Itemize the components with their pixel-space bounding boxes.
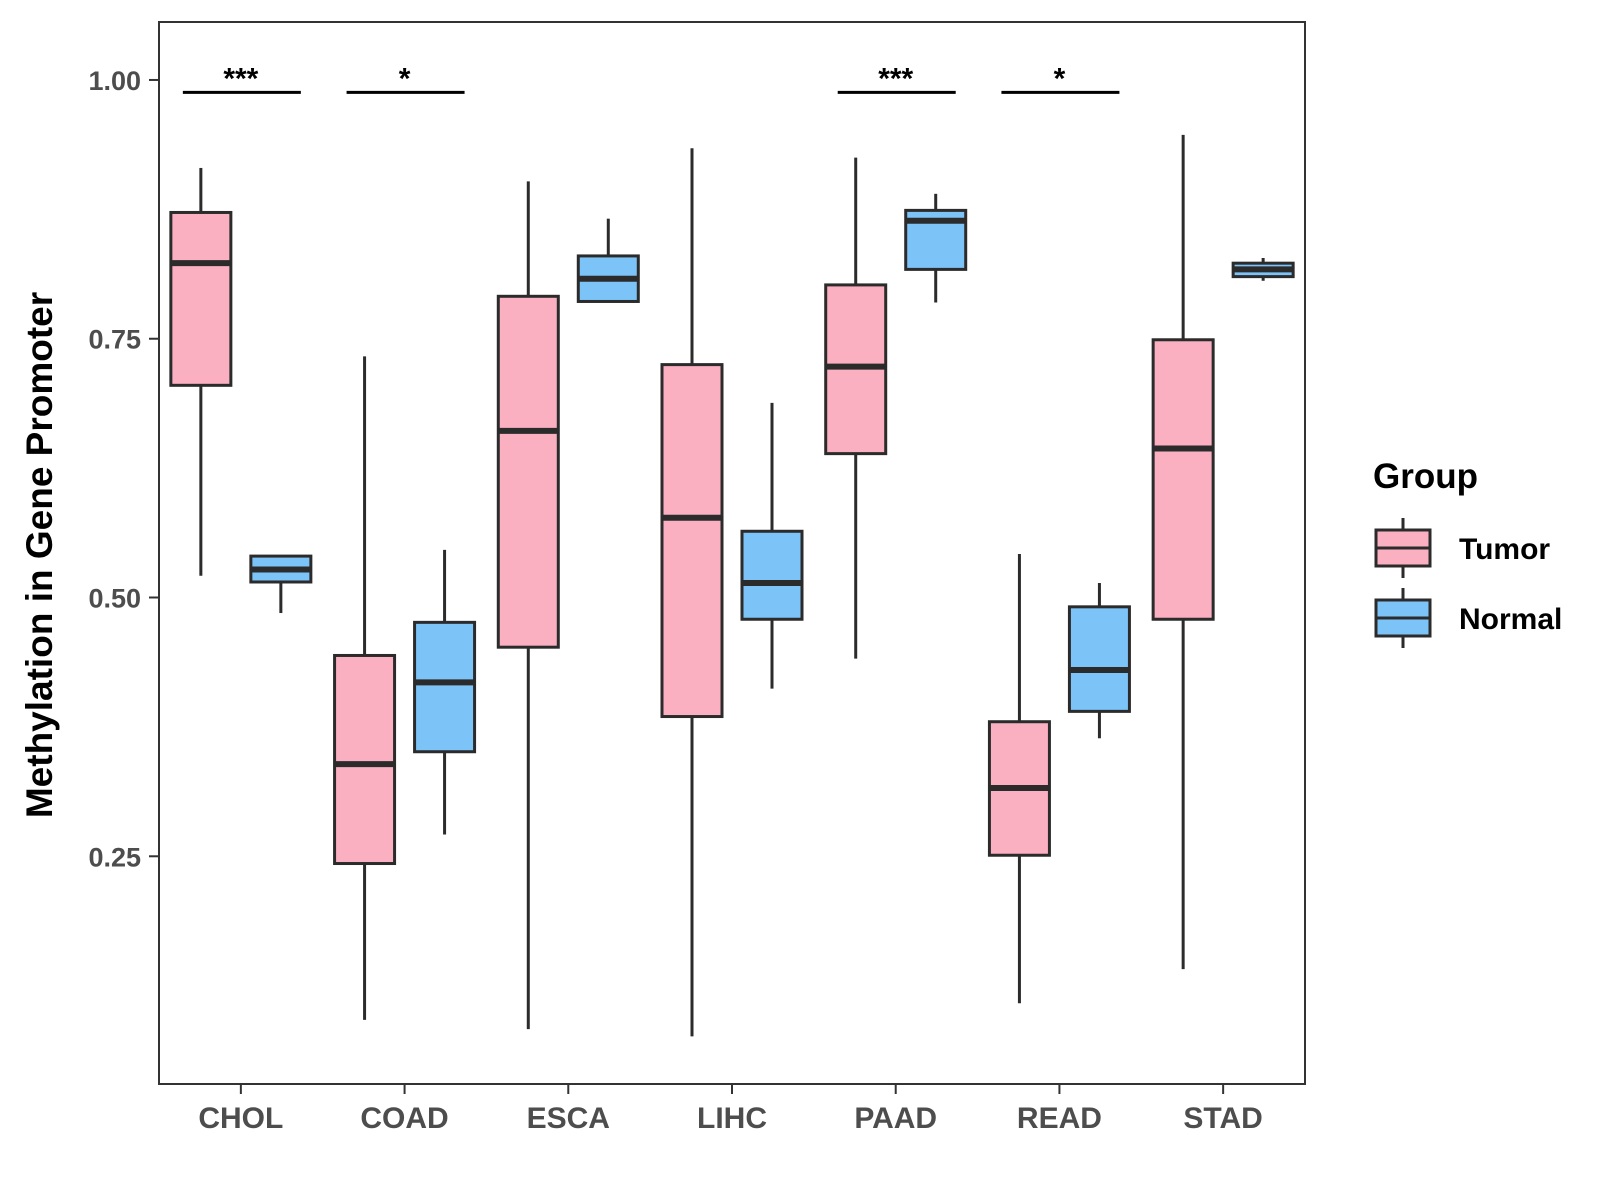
x-tick-label: COAD [360, 1102, 448, 1135]
box-tumor-stad [1151, 134, 1215, 970]
box-iqr [660, 363, 724, 719]
significance-paad: *** [837, 62, 956, 95]
significance-label: *** [878, 62, 913, 95]
box-normal-chol [249, 554, 313, 614]
box-iqr [740, 529, 804, 621]
legend-title: Group [1373, 457, 1478, 496]
legend: Group Tumor Normal [1373, 457, 1562, 648]
legend-item-tumor: Tumor [1374, 518, 1550, 578]
box-normal-coad [413, 549, 477, 835]
box-tumor-read [987, 554, 1051, 1004]
box-tumor-paad [824, 157, 888, 659]
significance-label: * [1054, 62, 1066, 95]
box-tumor-coad [333, 356, 397, 1020]
chart-marks: *** * *** * [169, 62, 1295, 1037]
y-tick-label: 0.75 [88, 325, 141, 355]
axes: 0.25 0.50 0.75 1.00 CHOL COAD ESCA LIHC PAAD READ… [88, 66, 1262, 1135]
plot-panel [158, 21, 1306, 1085]
significance-read: * [1001, 62, 1120, 95]
box-iqr [1067, 605, 1131, 713]
box-normal-paad [904, 193, 968, 303]
box-iqr [333, 653, 397, 866]
box-tumor-chol [169, 167, 233, 576]
y-tick-label: 0.25 [88, 842, 141, 872]
significance-coad: * [346, 62, 465, 95]
legend-label: Normal [1459, 603, 1562, 636]
y-tick-label: 1.00 [88, 66, 141, 96]
box-iqr [413, 620, 477, 754]
box-tumor-esca [496, 181, 560, 1030]
legend-label: Tumor [1459, 533, 1550, 566]
box-normal-read [1067, 583, 1131, 739]
x-tick-label: READ [1017, 1102, 1102, 1135]
x-tick-label: STAD [1183, 1102, 1262, 1135]
x-tick-label: CHOL [198, 1102, 283, 1135]
box-normal-lihc [740, 402, 804, 689]
box-iqr [496, 294, 560, 649]
legend-item-normal: Normal [1374, 588, 1562, 648]
significance-label: * [399, 62, 411, 95]
box-normal-stad [1231, 258, 1295, 281]
significance-label: *** [223, 62, 258, 95]
x-tick-label: PAAD [854, 1102, 937, 1135]
box-iqr [1151, 338, 1215, 621]
y-tick-label: 0.50 [88, 584, 141, 614]
box-iqr [169, 210, 233, 387]
x-tick-label: LIHC [697, 1102, 767, 1135]
significance-chol: *** [182, 62, 301, 95]
box-tumor-lihc [660, 148, 724, 1037]
x-tick-label: ESCA [527, 1102, 610, 1135]
y-axis-label: Methylation in Gene Promoter [19, 292, 60, 818]
box-normal-esca [576, 218, 640, 303]
